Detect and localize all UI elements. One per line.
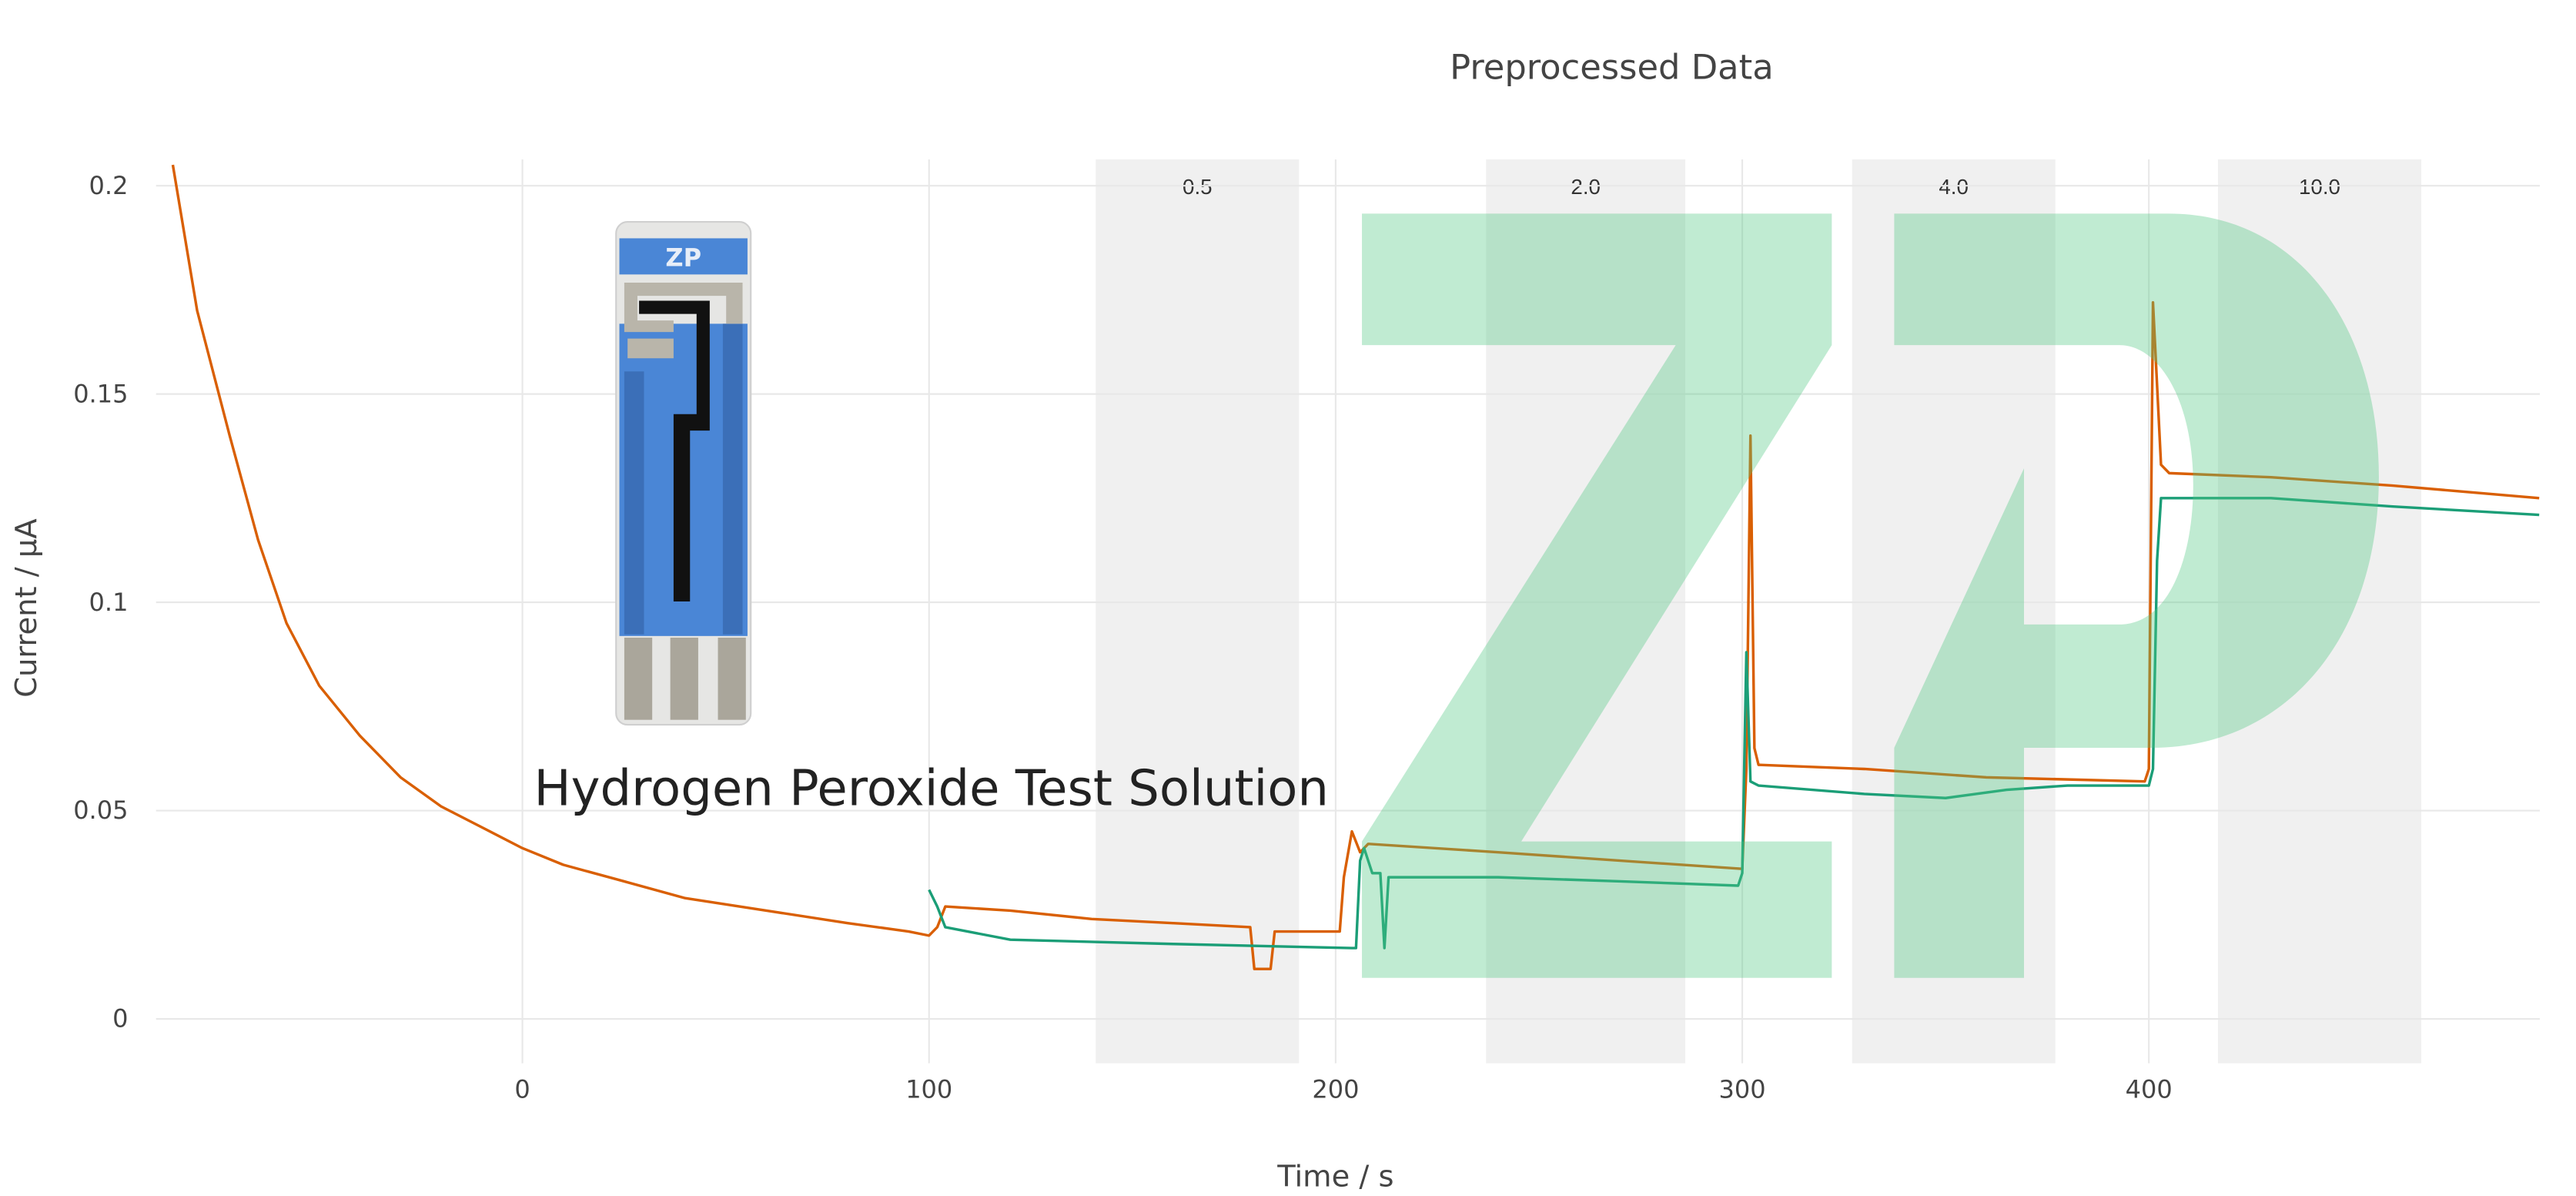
y-tick-label: 0.1: [89, 588, 129, 617]
x-axis-title: Time / s: [1276, 1160, 1393, 1194]
shaded-band: [2217, 159, 2422, 1064]
band-label: 4.0: [1939, 175, 1969, 199]
band-label: 0.5: [1183, 175, 1213, 199]
chart-title: Preprocessed Data: [1450, 46, 1774, 87]
y-tick-label: 0.15: [73, 379, 128, 408]
x-tick-label: 200: [1312, 1074, 1359, 1104]
shaded-band: [1096, 159, 1300, 1064]
y-tick-label: 0: [112, 1004, 128, 1034]
svg-text:ZP: ZP: [665, 243, 701, 273]
series-lines: [171, 164, 2540, 970]
electrode-image: ZP: [615, 221, 752, 726]
x-tick-label: 0: [514, 1074, 530, 1104]
zp-watermark: [1362, 213, 2379, 978]
y-axis-title: Current / µA: [9, 518, 44, 697]
shaded-bands: 0.5 2.0 4.0 10.0: [1096, 159, 2422, 1064]
x-tick-label: 300: [1718, 1074, 1765, 1104]
band-label: 10.0: [2299, 175, 2340, 199]
y-tick-label: 0.2: [89, 171, 129, 200]
x-tick-label: 100: [905, 1074, 952, 1104]
x-tick-label: 400: [2126, 1074, 2173, 1104]
shaded-band: [1852, 159, 2056, 1064]
shaded-band: [1486, 159, 1686, 1064]
tick-labels: 0 0.05 0.1 0.15 0.2 0 100 200 300 400: [73, 171, 2173, 1104]
grid: [156, 159, 2541, 1064]
band-label: 2.0: [1571, 175, 1601, 199]
watermark-z: [1362, 213, 1832, 978]
series-line-1: [171, 164, 2540, 970]
series-line-2: [928, 497, 2540, 950]
y-tick-label: 0.05: [73, 796, 128, 825]
annotation-text: Hydrogen Peroxide Test Solution: [534, 761, 1329, 818]
watermark-p: [1894, 213, 2379, 978]
